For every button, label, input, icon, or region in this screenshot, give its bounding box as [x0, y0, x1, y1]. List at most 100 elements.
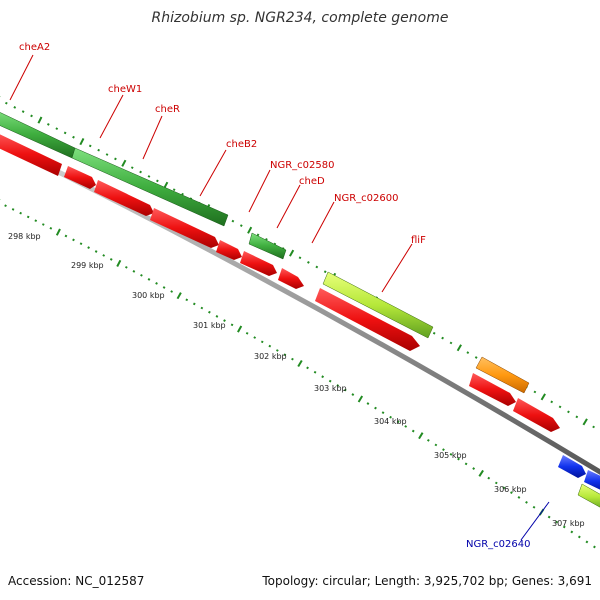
- leader-NGR_c02580: [248, 169, 271, 213]
- label-NGR_c02580[interactable]: NGR_c02580: [270, 160, 335, 171]
- tick-mark: [21, 110, 25, 113]
- gene-red-10[interactable]: [513, 398, 560, 432]
- gene-fliF[interactable]: [322, 271, 434, 339]
- tick-mark: [172, 188, 176, 192]
- scale-label: 303 kbp: [314, 384, 347, 393]
- tick-mark: [253, 336, 257, 339]
- gene-leader-lines: [9, 54, 550, 541]
- tick-mark: [132, 269, 136, 273]
- tick-mark: [298, 256, 302, 260]
- map-title: Rhizobium sp. NGR234, complete genome: [151, 10, 449, 26]
- tick-mark: [170, 290, 173, 293]
- tick-mark: [97, 148, 100, 152]
- tick-mark: [256, 233, 260, 237]
- gene-red-5[interactable]: [216, 240, 242, 260]
- reverse-strand-genes: [0, 132, 560, 432]
- gene-red-8[interactable]: [315, 288, 420, 351]
- label-cheA2[interactable]: cheA2: [19, 42, 50, 53]
- tick-mark: [547, 515, 551, 519]
- tick-mark: [313, 370, 317, 374]
- label-cheB2[interactable]: cheB2: [226, 139, 257, 150]
- gene-cheW1-forward[interactable]: [71, 147, 229, 227]
- gene-red-1[interactable]: [0, 132, 62, 176]
- scale-label: 301 kbp: [193, 321, 226, 330]
- tick-mark: [593, 545, 596, 549]
- tick-mark: [510, 491, 513, 495]
- scale-tick-ring: [0, 199, 596, 549]
- tick-mark: [5, 101, 8, 105]
- gene-orange[interactable]: [475, 356, 530, 394]
- tick-mark: [125, 266, 128, 269]
- tick-mark: [114, 157, 117, 161]
- tick-mark: [215, 315, 219, 318]
- tick-mark: [575, 415, 579, 419]
- tick-mark: [237, 325, 243, 333]
- tick-mark: [63, 131, 67, 135]
- tick-mark: [121, 159, 127, 167]
- tick-mark: [41, 223, 45, 226]
- tick-mark: [582, 418, 588, 426]
- gene-NGR_c02640[interactable]: [558, 455, 586, 478]
- tick-mark: [208, 310, 211, 314]
- tick-mark: [517, 496, 521, 499]
- label-cheW1[interactable]: cheW1: [108, 84, 142, 95]
- gene-red-4[interactable]: [150, 208, 219, 248]
- tick-mark: [585, 540, 589, 544]
- tick-mark: [4, 204, 7, 208]
- tick-mark: [323, 270, 327, 274]
- tick-mark: [357, 395, 364, 403]
- label-NGR_c02600[interactable]: NGR_c02600: [334, 193, 399, 204]
- scale-label: 305 kbp: [434, 451, 467, 460]
- tick-mark: [55, 127, 59, 130]
- tick-mark: [550, 400, 554, 404]
- gene-lime-edge[interactable]: [577, 483, 600, 510]
- tick-mark: [64, 234, 68, 238]
- scale-label: 299 kbp: [71, 261, 104, 270]
- scale-label: 306 kbp: [494, 485, 527, 494]
- tick-mark: [567, 410, 570, 414]
- label-fliF[interactable]: fliF: [411, 235, 426, 246]
- label-NGR_c02640[interactable]: NGR_c02640: [466, 539, 531, 550]
- gene-red-6[interactable]: [240, 251, 277, 276]
- tick-mark: [283, 353, 287, 357]
- tick-mark: [102, 254, 106, 257]
- tick-mark: [139, 170, 142, 174]
- tick-mark: [185, 298, 189, 302]
- label-cheR[interactable]: cheR: [155, 104, 180, 115]
- tick-mark: [404, 425, 408, 428]
- tick-mark: [260, 340, 264, 344]
- tick-mark: [577, 535, 581, 539]
- tick-mark: [34, 219, 38, 223]
- tick-mark: [200, 306, 204, 310]
- gene-red-3[interactable]: [94, 180, 154, 216]
- tick-mark: [245, 331, 249, 335]
- tick-mark: [140, 274, 143, 277]
- tick-mark: [381, 411, 385, 415]
- tick-mark: [456, 344, 462, 352]
- tick-mark: [396, 420, 400, 424]
- label-cheD[interactable]: cheD: [299, 176, 325, 187]
- tick-mark: [37, 116, 43, 124]
- gene-NGR_c02580[interactable]: [248, 232, 287, 260]
- gene-blue-2[interactable]: [584, 470, 600, 492]
- tick-mark: [223, 319, 226, 322]
- scale-label: 298 kbp: [8, 232, 41, 241]
- tick-mark: [30, 114, 33, 118]
- tick-mark: [336, 384, 340, 387]
- tick-mark: [389, 415, 392, 419]
- gene-red-7[interactable]: [278, 268, 304, 289]
- tick-mark: [176, 292, 182, 300]
- tick-mark: [87, 246, 90, 249]
- leader-cheB2: [199, 149, 227, 197]
- tick-mark: [533, 390, 537, 394]
- gene-red-2[interactable]: [64, 166, 96, 189]
- gene-red-9[interactable]: [469, 373, 516, 406]
- tick-mark: [525, 500, 528, 504]
- tick-mark: [79, 137, 85, 146]
- tick-mark: [474, 356, 478, 359]
- tick-mark: [464, 462, 468, 466]
- tick-mark: [472, 467, 476, 470]
- tick-mark: [109, 258, 113, 261]
- tick-mark: [49, 226, 53, 230]
